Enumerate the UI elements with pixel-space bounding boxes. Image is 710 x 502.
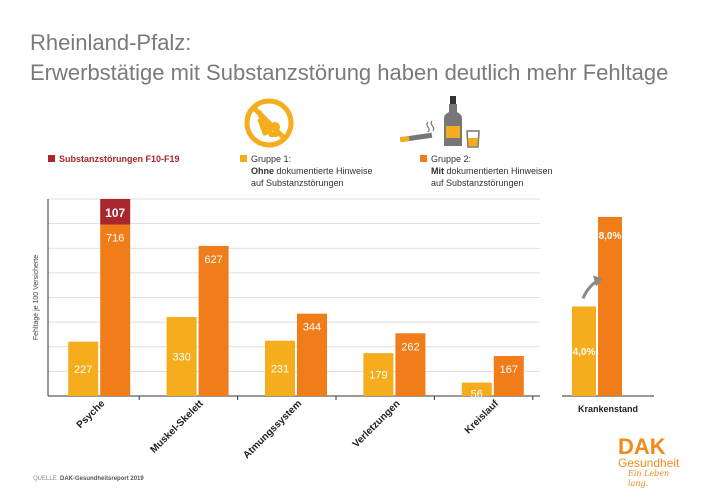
kr-label-group2: 8,0%: [599, 231, 622, 242]
bar-group2-3: [395, 333, 426, 396]
data-label-group2-3: 262: [401, 341, 419, 353]
bar-group2-4: [493, 356, 524, 396]
kr-category-label: Krankenstand: [578, 404, 638, 414]
legend-group1-rest: dokumentierte Hinweise: [274, 166, 373, 176]
legend-substance: Substanzstörungen F10-F19: [48, 153, 180, 165]
legend-swatch-group1: [240, 155, 247, 162]
data-label-group2-2: 344: [303, 322, 321, 334]
legend-group1-bold: Ohne: [251, 166, 275, 176]
glass-icon: [466, 130, 480, 148]
bar-group1-2: [265, 340, 295, 396]
bottle-icon: [444, 96, 462, 146]
data-label-group1-3: 179: [369, 370, 387, 382]
title-region: Rheinland-Pfalz:: [30, 30, 192, 55]
bar-group2-2: [297, 313, 327, 396]
legend-group1-line3: auf Substanzstörungen: [251, 178, 344, 188]
kr-label-group1: 4,0%: [573, 347, 596, 358]
dak-logo: DAK Gesundheit Ein Leben lang.: [618, 434, 688, 489]
legend-group2-rest: dokumentierten Hinweisen: [444, 166, 553, 176]
data-label-group2-1: 627: [204, 254, 222, 266]
legend-swatch-substance: [48, 155, 55, 162]
legend-swatch-group2: [420, 155, 427, 162]
increase-arrowhead-icon: [593, 275, 603, 287]
bar-group1-1: [166, 317, 197, 396]
legend-group2-line3: auf Substanzstörungen: [431, 178, 524, 188]
legend-group2-bold: Mit: [431, 166, 444, 176]
category-label-4: Kreislauf: [463, 398, 502, 437]
legend-group2-title: Gruppe 2:: [431, 154, 472, 164]
category-label-0: Psyche: [75, 398, 108, 431]
data-label-group2-0: 716: [106, 233, 124, 245]
bar-group1-4: [461, 382, 492, 396]
data-label-substance-0: 107: [105, 206, 125, 220]
data-label-group1-2: 231: [271, 363, 289, 375]
kr-bar-group2: [598, 216, 622, 396]
source-text: DAK-Gesundheitsreport 2019: [60, 476, 144, 482]
kr-bar-group1: [572, 306, 596, 396]
legend-group1: Gruppe 1: Ohne dokumentierte Hinweise au…: [240, 153, 373, 189]
bar-group1-0: [68, 341, 99, 396]
legend-group1-title: Gruppe 1:: [251, 154, 292, 164]
data-label-group1-0: 227: [74, 364, 92, 376]
category-label-2: Atmungssystem: [241, 398, 304, 461]
data-label-group2-4: 167: [500, 364, 518, 376]
data-label-group1-1: 330: [172, 352, 190, 364]
bar-group2-0: [100, 224, 131, 396]
category-label-3: Verletzungen: [351, 398, 403, 450]
legend-group2: Gruppe 2: Mit dokumentierten Hinweisen a…: [420, 153, 553, 189]
logo-slogan: Ein Leben lang.: [628, 469, 670, 488]
title-headline: Erwerbstätige mit Substanzstörung haben …: [30, 60, 669, 85]
y-axis-label: Fehltage je 100 Versicherte: [33, 255, 40, 340]
bar-group2-1: [198, 245, 229, 396]
cigarette-icon: [399, 120, 435, 143]
category-label-1: Muskel-Skelett: [148, 398, 206, 456]
legend-substance-label: Substanzstörungen F10-F19: [59, 154, 180, 164]
bar-substance-0: [100, 199, 131, 225]
bar-group1-3: [363, 353, 394, 396]
source-label: QUELLE:: [33, 476, 61, 482]
logo-dak: DAK: [618, 434, 666, 459]
no-drugs-icon: [244, 98, 294, 148]
data-label-group1-4: 56: [471, 388, 483, 400]
logo-gesundheit: Gesundheit: [618, 456, 680, 470]
source-note: QUELLE: DAK-Gesundheitsreport 2019: [33, 476, 144, 482]
